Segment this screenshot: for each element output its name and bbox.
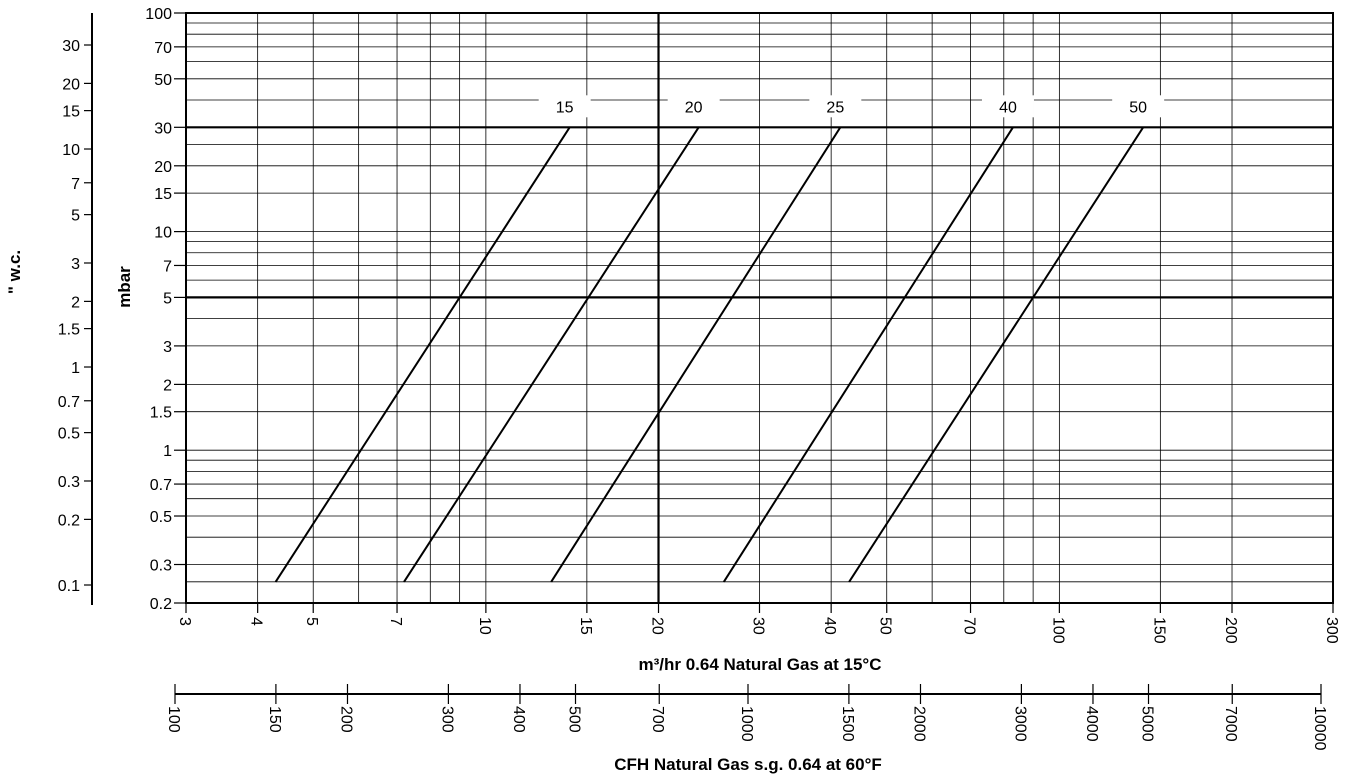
x-tick-label: 3 <box>176 617 193 626</box>
y-axis-title: mbar <box>115 266 134 308</box>
y2-tick-label: 1.5 <box>58 322 80 339</box>
x-tick-label: 5 <box>303 617 320 626</box>
y-tick-label: 30 <box>154 120 172 137</box>
y2-tick-label: 0.5 <box>58 426 80 443</box>
x-tick-label: 150 <box>1150 617 1167 644</box>
y-tick-label: 1 <box>163 443 172 460</box>
y-tick-label: 3 <box>163 339 172 356</box>
x2-tick-label: 4000 <box>1083 706 1100 742</box>
y-tick-label: 1.5 <box>150 405 172 422</box>
series-line <box>274 126 571 583</box>
x-tick-label: 4 <box>248 617 265 626</box>
x2-tick-label: 700 <box>649 706 666 733</box>
x2-tick-label: 1500 <box>839 706 856 742</box>
y2-tick-label: 3 <box>71 256 80 273</box>
y2-axis-title: " w.c. <box>5 250 24 294</box>
y2-tick-label: 0.7 <box>58 394 80 411</box>
y2-tick-label: 30 <box>62 38 80 55</box>
series-label: 40 <box>999 99 1017 116</box>
series-lines: 15 20 25 40 50 <box>274 95 1165 583</box>
y2-tick-label: 2 <box>71 294 80 311</box>
plot-frame <box>185 12 1334 604</box>
y2-tick-label: 0.2 <box>58 512 80 529</box>
x-tick-label: 40 <box>821 617 838 635</box>
series-label-bg <box>981 95 1034 118</box>
y-tick-label: 15 <box>154 186 172 203</box>
series-line <box>550 126 842 583</box>
y-tick-label: 10 <box>154 225 172 242</box>
x-tick-label: 100 <box>1049 617 1066 644</box>
x2-tick-label: 150 <box>266 706 283 733</box>
y2-tick-label: 7 <box>71 176 80 193</box>
y-tick-label: 0.7 <box>150 477 172 494</box>
x2-tick-label: 5000 <box>1139 706 1156 742</box>
x-tick-label: 20 <box>649 617 666 635</box>
series-line <box>723 126 1014 583</box>
series-label: 20 <box>685 99 703 116</box>
series-label-bg <box>1112 95 1165 118</box>
series-label: 25 <box>826 99 844 116</box>
x2-tick-label: 100 <box>165 706 182 733</box>
y2-tick-label: 15 <box>62 104 80 121</box>
x2-axis-title: CFH Natural Gas s.g. 0.64 at 60°F <box>614 755 882 774</box>
y-tick-label: 20 <box>154 159 172 176</box>
series-label-bg <box>667 95 720 118</box>
series-label-bg <box>809 95 862 118</box>
y2-tick-label: 0.1 <box>58 578 80 595</box>
y-tick-label: 70 <box>154 40 172 57</box>
x-axis-title: m³/hr 0.64 Natural Gas at 15°C <box>638 655 881 674</box>
y2-tick-label: 10 <box>62 142 80 159</box>
series-line <box>848 126 1145 583</box>
y2-tick-label: 5 <box>71 208 80 225</box>
y2-tick-label: 20 <box>62 76 80 93</box>
x-tick-label: 200 <box>1222 617 1239 644</box>
x-tick-label: 30 <box>750 617 767 635</box>
y-tick-label: 100 <box>145 6 172 23</box>
y-tick-label: 7 <box>163 258 172 275</box>
series-label: 15 <box>556 99 574 116</box>
y-tick-label: 0.3 <box>150 558 172 575</box>
x2-tick-label: 200 <box>337 706 354 733</box>
x2-tick-label: 500 <box>566 706 583 733</box>
x2-tick-label: 10000 <box>1311 706 1328 751</box>
x2-tick-label: 1000 <box>738 706 755 742</box>
x-tick-label: 300 <box>1323 617 1340 644</box>
x-tick-label: 7 <box>387 617 404 626</box>
y-tick-label: 50 <box>154 72 172 89</box>
x2-tick-label: 7000 <box>1222 706 1239 742</box>
y2-tick-label: 0.3 <box>58 474 80 491</box>
series-line <box>403 126 700 583</box>
y2-tick-label: 1 <box>71 360 80 377</box>
y-tick-label: 0.5 <box>150 509 172 526</box>
series-label-bg <box>538 95 591 118</box>
x-tick-label: 10 <box>476 617 493 635</box>
x2-tick-label: 300 <box>438 706 455 733</box>
y-tick-label: 0.2 <box>150 596 172 613</box>
x2-tick-label: 400 <box>510 706 527 733</box>
x-tick-label: 50 <box>877 617 894 635</box>
x2-tick-label: 2000 <box>910 706 927 742</box>
y-tick-label: 2 <box>163 377 172 394</box>
x-tick-label: 15 <box>577 617 594 635</box>
x-tick-label: 70 <box>961 617 978 635</box>
x2-tick-label: 3000 <box>1011 706 1028 742</box>
series-label: 50 <box>1129 99 1147 116</box>
y-tick-label: 5 <box>163 290 172 307</box>
